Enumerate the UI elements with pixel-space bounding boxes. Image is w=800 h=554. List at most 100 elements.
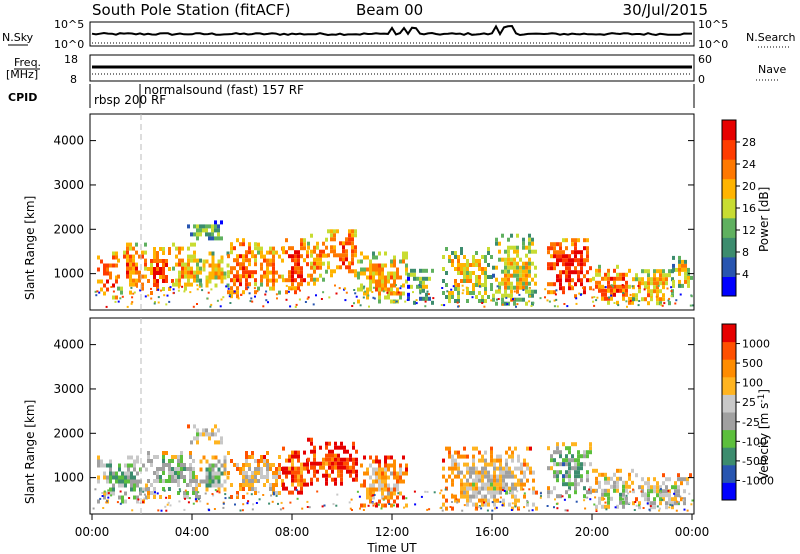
echo-cell [487,275,490,279]
echo-cell [369,499,372,504]
echo-cell [472,271,475,275]
echo-cell [475,279,478,283]
echo-cell [665,501,668,506]
echo-cell [484,474,487,479]
echo-speckle [382,497,385,500]
echo-cell [451,470,454,475]
echo-cell [568,258,571,263]
echo-cell [294,270,297,275]
echo-cell [159,247,162,251]
echo-speckle [510,509,513,511]
echo-cell [126,258,129,263]
echo-cell [156,471,159,475]
echo-cell [508,486,511,491]
echo-cell [490,474,493,479]
echo-cell [205,275,209,280]
echo-cell [457,299,460,303]
colorbar-tick-label: 500 [742,357,763,370]
echo-cell [300,254,303,259]
echo-cell [196,274,199,279]
echo-cell [187,262,190,267]
echo-cell [121,475,124,480]
echo-cell [574,254,577,259]
echo-cell [553,462,556,467]
echo-cell [402,495,405,500]
echo-cell [650,281,653,286]
echo-cell [189,451,192,455]
echo-cell [662,281,665,286]
echo-cell [625,488,628,493]
echo-cell [601,488,604,493]
echo-speckle [646,285,649,287]
echo-cell [519,277,522,282]
echo-speckle [181,285,184,288]
echo-cell [354,245,357,250]
echo-speckle [594,489,597,492]
echo-cell [369,271,372,276]
echo-cell [451,478,454,483]
echo-cell [419,296,422,301]
echo-cell [156,467,159,471]
echo-cell [366,255,369,260]
echo-cell [625,292,628,297]
echo-cell [300,478,303,483]
echo-cell [460,263,463,267]
echo-cell [266,463,269,467]
echo-cell [199,459,203,464]
echo-cell [478,486,481,491]
echo-cell [355,477,358,482]
echo-cell [214,267,218,272]
echo-cell [369,263,372,268]
echo-speckle [209,305,212,308]
echo-cell [345,249,348,254]
echo-cell [525,285,528,290]
echo-cell [242,270,245,275]
echo-cell [159,267,162,271]
echo-cell [632,277,635,282]
echo-cell [126,246,129,251]
echo-speckle [661,498,664,501]
echo-cell [677,473,680,478]
echo-cell [622,276,625,281]
echo-cell [613,276,616,281]
echo-speckle [659,488,662,491]
echo-cell [220,271,224,276]
echo-cell [559,250,562,255]
echo-cell [205,479,209,484]
echo-cell [372,279,375,284]
echo-cell [598,272,601,277]
echo-cell [349,473,352,478]
echo-speckle [218,491,221,494]
echo-cell [351,261,354,266]
echo-cell [217,471,221,476]
echo-cell [517,478,520,483]
echo-cell [333,269,336,274]
echo-cell [668,493,671,498]
echo-cell [405,271,408,276]
echo-speckle [593,304,596,307]
echo-cell [162,287,165,291]
echo-cell [162,455,165,459]
echo-cell [372,263,375,268]
echo-speckle [530,305,533,307]
echo-cell [316,261,319,266]
echo-cell [306,462,309,467]
echo-cell [196,258,199,263]
echo-cell [384,275,387,280]
echo-cell [183,467,186,471]
echo-cell [598,280,601,285]
echo-cell [133,475,136,480]
echo-cell [556,442,559,447]
echo-cell [613,284,616,289]
echo-cell [517,458,520,463]
echo-cell [97,459,100,464]
echo-cell [684,271,687,276]
echo-cell [659,297,662,302]
echo-cell [306,254,309,259]
colorbar-swatch [722,412,736,431]
echo-speckle [252,503,255,506]
echo-cell [126,274,129,279]
echo-cell [272,250,275,255]
echo-speckle [363,285,366,288]
echo-cell [360,503,363,508]
